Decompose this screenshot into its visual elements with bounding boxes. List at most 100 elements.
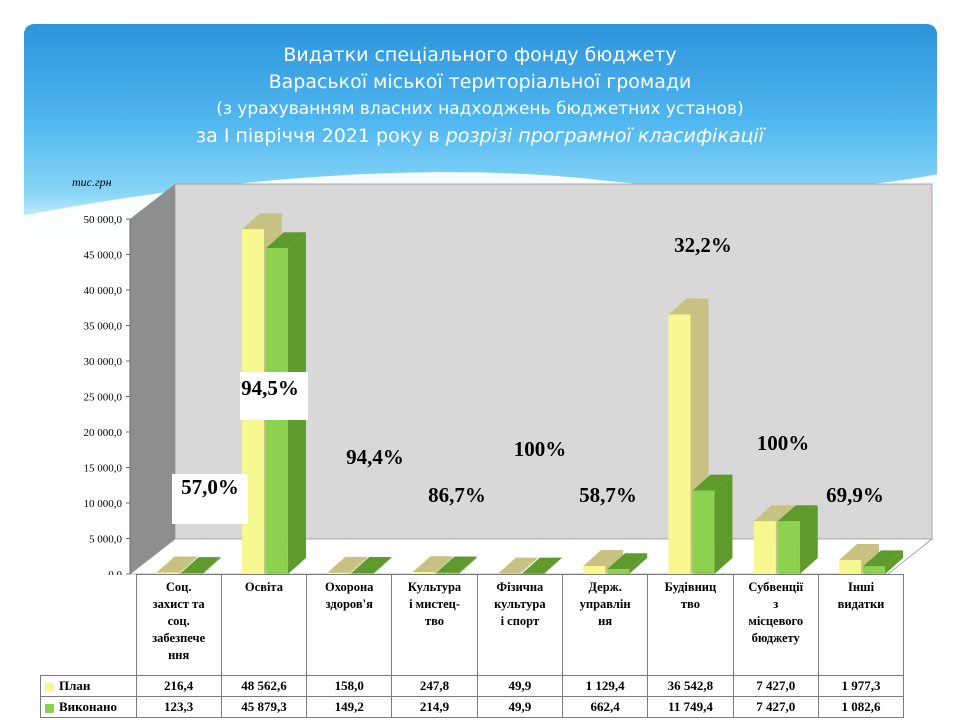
bar-done <box>180 557 221 574</box>
category-header-line: Субвенції <box>748 580 804 594</box>
table-cell: 158,0 <box>306 675 393 697</box>
percent-label: 69,9% <box>826 483 884 507</box>
table-cell: 149,2 <box>306 696 393 718</box>
y-tick-label: 50 000,0 <box>84 214 123 226</box>
title-line-3: (з урахуванням власних надходжень бюджет… <box>216 99 744 119</box>
table-cell: 216,4 <box>135 675 222 697</box>
bar-done-top <box>607 553 648 570</box>
bar-done <box>863 550 904 574</box>
bar-plan-front <box>753 521 776 574</box>
percent-label: 100% <box>514 437 567 461</box>
y-unit-label: тис.грн <box>72 175 112 189</box>
bar-done-front <box>863 566 886 574</box>
bar-plan-top <box>839 543 880 560</box>
percent-label: 32,2% <box>674 233 732 257</box>
table-cell: 123,3 <box>135 696 222 718</box>
title-line-4b: розрізі програмної класифікації <box>445 125 764 147</box>
bar-plan <box>327 556 368 574</box>
category-header-line: Фізична <box>496 580 544 594</box>
category-header-line: Освіта <box>244 580 283 594</box>
side-wall <box>130 184 175 574</box>
category-header: Освіта <box>220 574 308 676</box>
category-header: Фізична культура і спорт <box>476 574 563 676</box>
bar-done-side <box>885 550 904 574</box>
percent-label: 100% <box>757 431 810 455</box>
category-header-line: і мистец- <box>409 597 460 611</box>
category-header: Будівниц тво <box>647 574 734 676</box>
category-header-line: Культура <box>407 580 462 594</box>
table-header-row: Соц. захист та соц. забезпече ння Освіта Охоро… <box>40 574 905 676</box>
legend-key <box>45 682 54 692</box>
percent-label: 57,0% <box>181 475 239 499</box>
y-tick-label: 30 000,0 <box>84 356 123 368</box>
table-row-done: Виконано 123,3 45 879,3 149,2 214,9 49,9 662,4… <box>40 696 905 718</box>
category-header: Соц. захист та соц. забезпече ння <box>135 574 222 676</box>
table-row-plan: План 216,4 48 562,6 158,0 247,8 49,9 1 129,4 36… <box>40 675 905 697</box>
bar-done-top <box>436 556 477 573</box>
category-header: Культура і мистец-тво <box>391 574 478 676</box>
category-header-line: захист та <box>152 597 205 611</box>
percent-label: 58,7% <box>579 483 637 507</box>
bar-done-side <box>714 474 733 574</box>
category-header-line: тво <box>425 614 445 628</box>
bar-done-side <box>202 557 221 574</box>
category-header: Держ. управлін ня <box>561 574 649 676</box>
bar-done-side <box>543 557 562 574</box>
data-table: Соц. захист та соц. забезпече ння Освіта Охоро… <box>40 574 905 718</box>
table-cell: 1 977,3 <box>817 675 905 697</box>
bar-done <box>777 505 818 574</box>
bar-done-top <box>180 557 221 574</box>
title-line-1: Видатки спеціального фонду бюджету <box>283 44 677 66</box>
table-cell: 36 542,8 <box>647 675 734 697</box>
category-header-line: Будівниц <box>664 580 717 594</box>
category-header: Інші видатки <box>817 574 905 676</box>
y-tick-label: 25 000,0 <box>84 392 123 404</box>
bar-done-front <box>180 573 203 574</box>
table-cell: 1 082,6 <box>817 696 905 718</box>
bar-done <box>351 556 392 574</box>
bar-plan-front <box>583 565 606 574</box>
bar-done <box>521 557 562 574</box>
bar-done-front <box>436 572 459 574</box>
bar-plan <box>412 556 453 574</box>
table-cell: 7 427,0 <box>732 675 819 697</box>
bar-done-front <box>692 490 715 574</box>
bar-done-top <box>692 474 733 491</box>
table-cell: 1 129,4 <box>561 675 649 697</box>
category-header-line: забезпече <box>152 631 206 645</box>
chart-bars <box>156 213 904 575</box>
y-tick-label: 40 000,0 <box>84 285 123 297</box>
table-corner <box>40 574 137 676</box>
bar-plan-top <box>327 556 368 573</box>
bar-done-side <box>629 553 648 574</box>
bar-plan-side <box>519 557 538 574</box>
bar-plan <box>497 557 538 574</box>
table-cell: 48 562,6 <box>220 675 308 697</box>
table-cell: 11 749,4 <box>647 696 734 718</box>
table-cell: 214,9 <box>391 696 478 718</box>
series-name: План <box>59 678 91 693</box>
category-header-line: ння <box>168 648 190 662</box>
category-header-line: управлін <box>579 597 631 611</box>
table-cell: 662,4 <box>561 696 649 718</box>
category-header-line: Інші <box>847 580 875 594</box>
bar-done-top <box>863 550 904 567</box>
y-tick-label: 20 000,0 <box>84 427 123 439</box>
legend-key <box>45 703 54 713</box>
bar-done-side <box>373 556 392 574</box>
category-header-line: соц. <box>167 614 190 628</box>
bar-done-side <box>799 505 818 574</box>
bar-plan-front <box>839 559 862 574</box>
percent-label: 86,7% <box>428 483 486 507</box>
title-line-4a: за I півріччя 2021 року в <box>196 125 446 147</box>
bar-plan-side <box>434 556 453 574</box>
y-tick-label: 45 000,0 <box>84 250 123 262</box>
category-header-line: тво <box>680 597 700 611</box>
bar-plan-front <box>156 572 179 574</box>
category-header-line: місцевого <box>748 614 804 628</box>
category-header-line: ня <box>598 614 613 628</box>
category-header: Субвенції з місцевого бюджету <box>732 574 819 676</box>
bar-done-top <box>521 557 562 574</box>
category-header-line: культура <box>494 597 546 611</box>
